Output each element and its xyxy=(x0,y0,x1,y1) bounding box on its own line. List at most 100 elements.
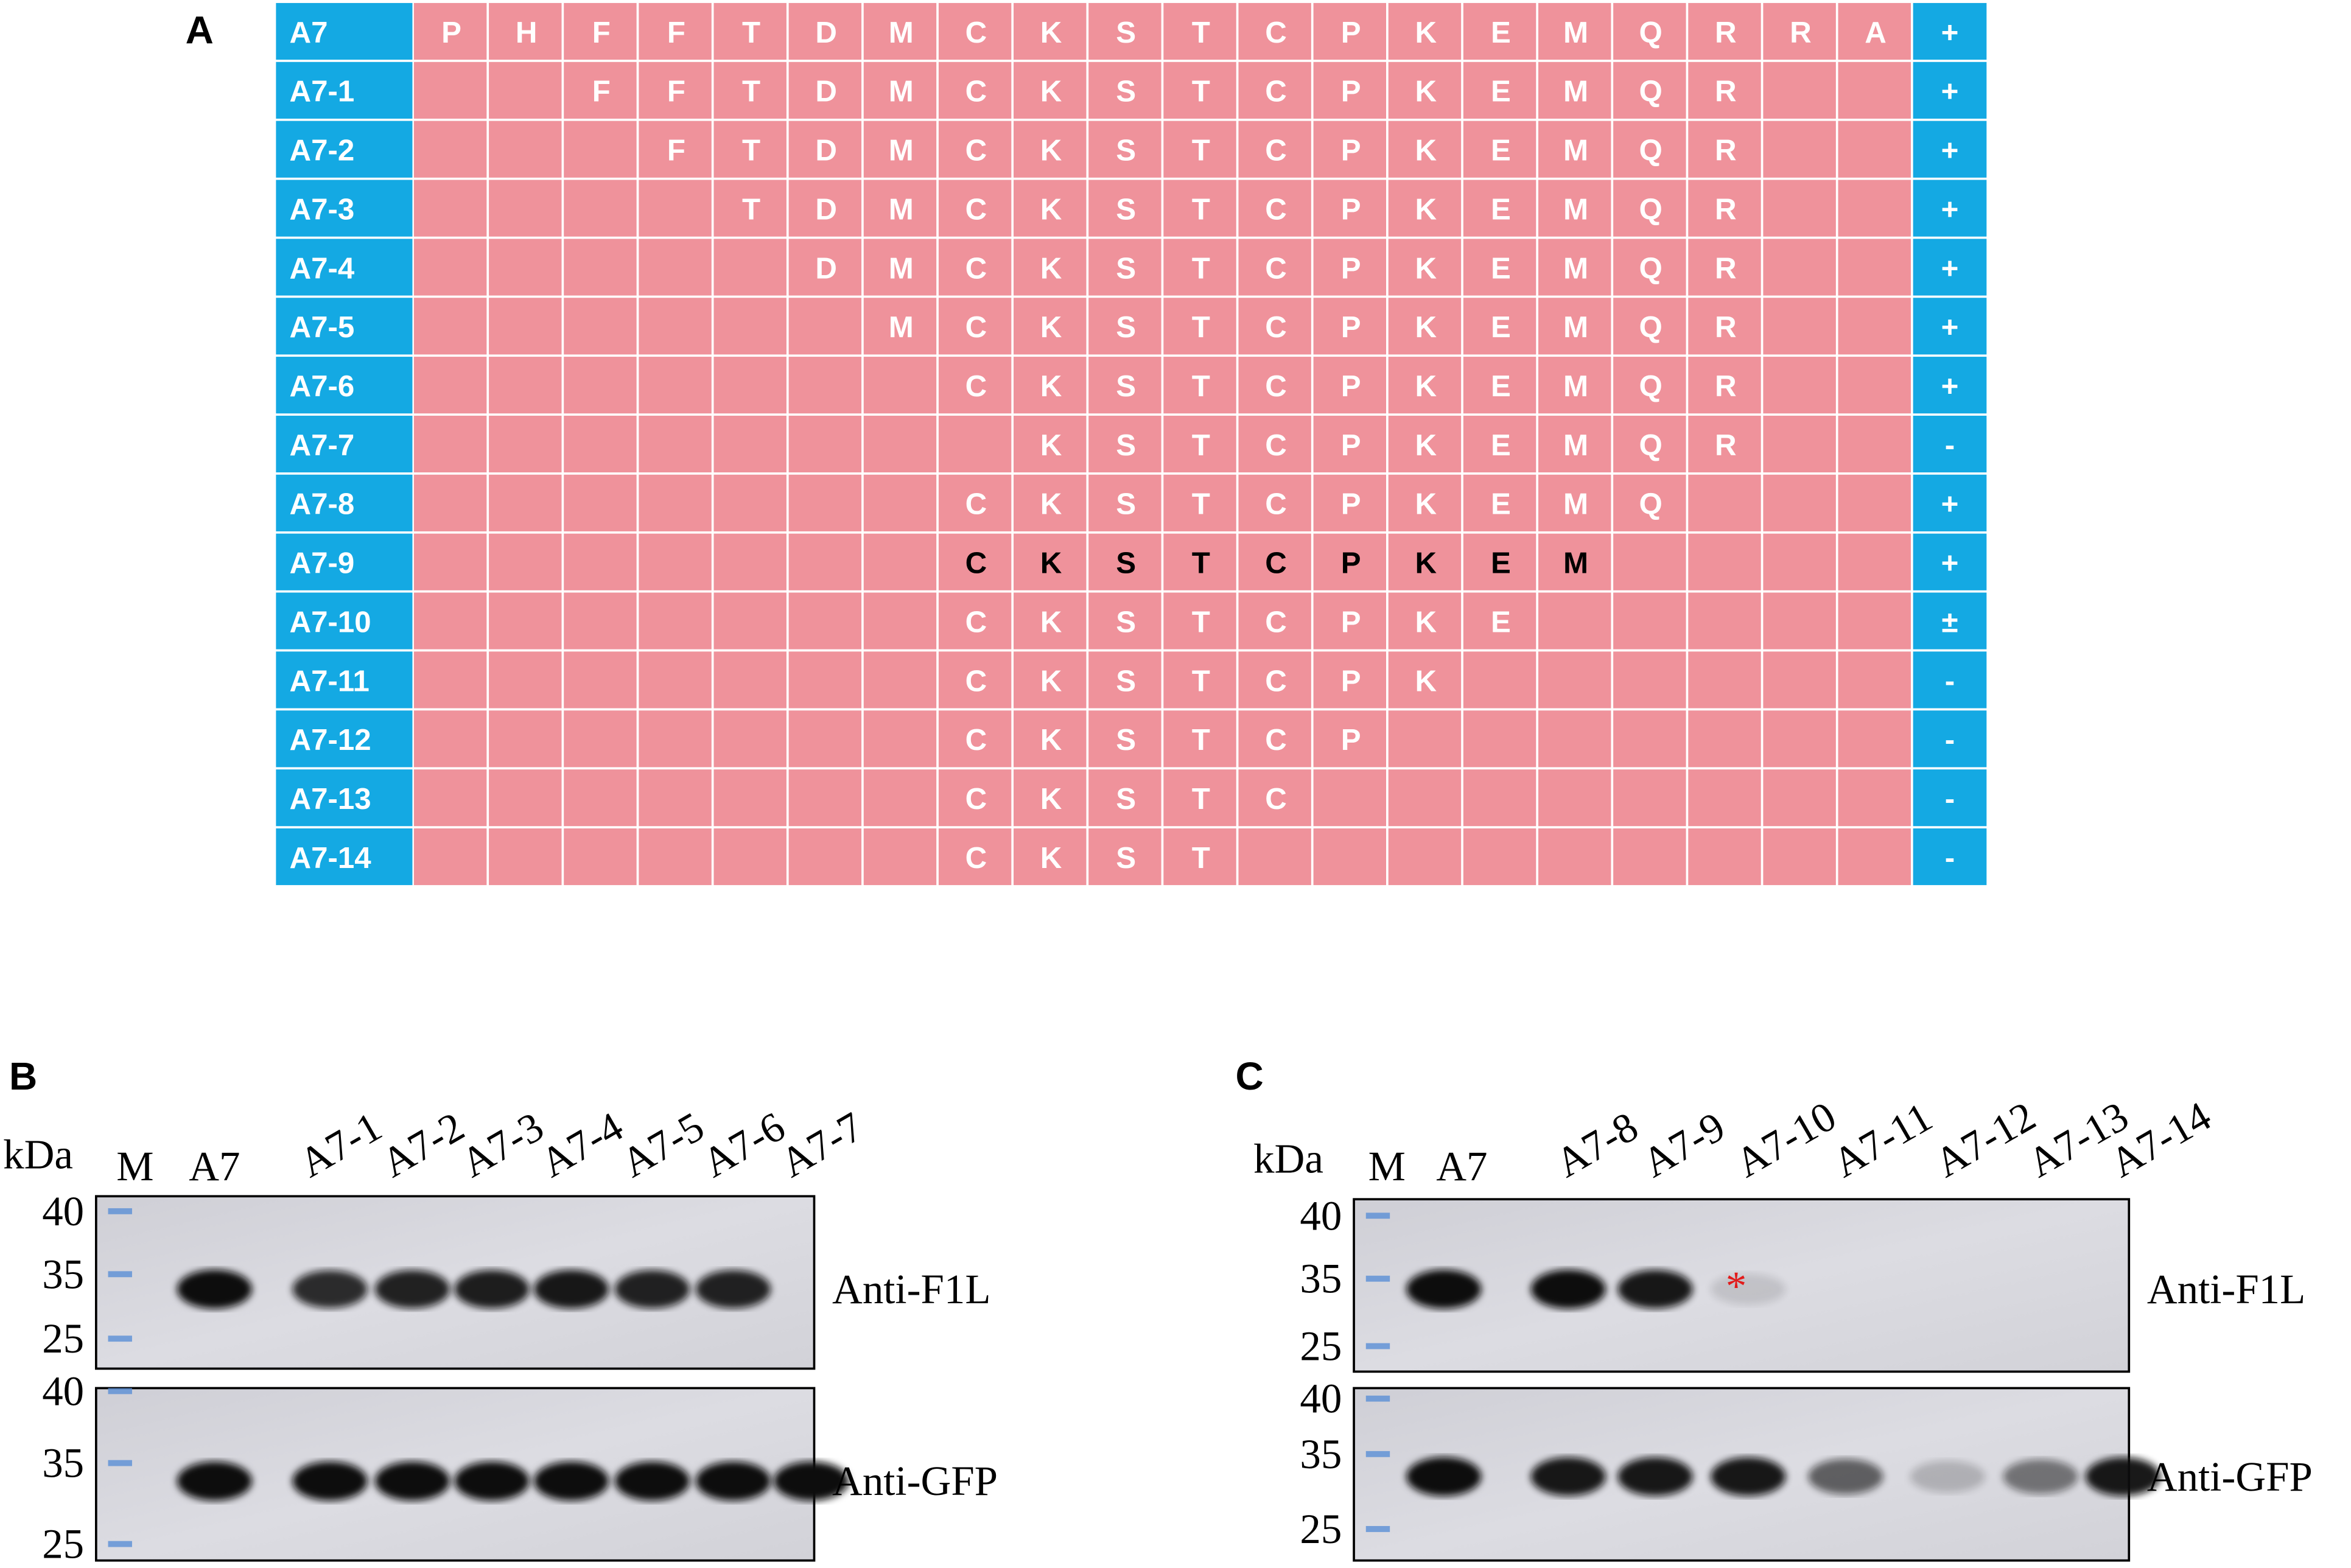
residue-cell xyxy=(564,121,637,178)
row-name: A7-5 xyxy=(290,310,355,344)
residue-cell xyxy=(639,180,712,237)
residue: S xyxy=(1116,841,1136,875)
residue-cell xyxy=(1688,474,1761,531)
residue: C xyxy=(965,192,987,226)
residue-cell xyxy=(489,651,562,709)
residue: C xyxy=(1265,369,1287,403)
residue-cell xyxy=(1613,592,1686,649)
residue-cell xyxy=(1014,2,1087,60)
residue-cell xyxy=(564,710,637,768)
row-name: A7-7 xyxy=(290,429,355,462)
residue-cell xyxy=(413,474,487,531)
residue-cell xyxy=(1763,415,1836,473)
residue: M xyxy=(889,134,914,167)
lane-label: A7-10 xyxy=(1728,1093,1844,1186)
residue: T xyxy=(1192,547,1210,580)
residue-cell xyxy=(1014,769,1087,827)
residue: C xyxy=(965,547,987,580)
residue: K xyxy=(1040,488,1062,521)
residue: S xyxy=(1116,782,1136,816)
residue: E xyxy=(1491,429,1511,462)
residue-cell xyxy=(863,61,937,119)
residue: P xyxy=(1341,134,1361,167)
residue-cell xyxy=(1313,533,1387,590)
residue-cell xyxy=(489,828,562,886)
ladder-band xyxy=(1365,1275,1390,1282)
residue-cell xyxy=(1088,180,1161,237)
residue-cell xyxy=(938,710,1012,768)
residue-cell xyxy=(1388,121,1462,178)
residue-cell xyxy=(1688,415,1761,473)
residue-cell xyxy=(1463,357,1536,414)
residue: R xyxy=(1790,16,1812,49)
residue: S xyxy=(1116,723,1136,757)
name-cell xyxy=(276,239,413,296)
residue-cell xyxy=(713,298,787,355)
residue: T xyxy=(1192,310,1210,344)
residue-cell xyxy=(1688,357,1761,414)
residue-cell xyxy=(788,298,862,355)
marker-label: 40 xyxy=(42,1188,84,1234)
residue: D xyxy=(815,251,837,285)
residue-cell xyxy=(1388,710,1462,768)
residue: K xyxy=(1040,192,1062,226)
residue-cell xyxy=(1163,239,1236,296)
residue-cell xyxy=(1163,180,1236,237)
residue-cell xyxy=(713,769,787,827)
residue-cell xyxy=(1388,533,1462,590)
residue: T xyxy=(1192,723,1210,757)
residue: K xyxy=(1415,488,1437,521)
residue: C xyxy=(1265,16,1287,49)
residue-cell xyxy=(1763,828,1836,886)
residue: C xyxy=(1265,134,1287,167)
residue-cell xyxy=(863,710,937,768)
residue-cell xyxy=(1388,651,1462,709)
residue: F xyxy=(592,16,611,49)
residue: C xyxy=(965,134,987,167)
residue-cell xyxy=(1014,61,1087,119)
residue-cell xyxy=(1613,239,1686,296)
residue-cell xyxy=(713,828,787,886)
residue: Q xyxy=(1639,75,1663,108)
residue-cell xyxy=(938,357,1012,414)
result: + xyxy=(1941,488,1959,521)
residue-cell xyxy=(1313,357,1387,414)
residue-cell xyxy=(938,298,1012,355)
residue: M xyxy=(889,16,914,49)
residue-cell xyxy=(788,769,862,827)
residue: K xyxy=(1040,723,1062,757)
residue: T xyxy=(1192,134,1210,167)
annotation: * xyxy=(1726,1263,1747,1309)
result-cell xyxy=(1913,357,1987,414)
residue-cell xyxy=(1088,61,1161,119)
residue-cell xyxy=(1538,61,1611,119)
residue-cell xyxy=(1238,710,1311,768)
residue-cell xyxy=(564,828,637,886)
residue-cell xyxy=(863,474,937,531)
ladder-band xyxy=(1365,1395,1390,1402)
residue: T xyxy=(1192,782,1210,816)
residue: C xyxy=(965,723,987,757)
residue: K xyxy=(1415,664,1437,698)
residue-cell xyxy=(1088,357,1161,414)
residue: T xyxy=(742,192,760,226)
residue-cell xyxy=(1238,533,1311,590)
residue-cell xyxy=(413,2,487,60)
residue: Q xyxy=(1639,429,1663,462)
residue-cell xyxy=(1538,769,1611,827)
band xyxy=(1711,1273,1786,1305)
residue: S xyxy=(1116,488,1136,521)
unit-label: kDa xyxy=(3,1131,73,1177)
residue-cell xyxy=(639,592,712,649)
residue-cell xyxy=(1763,651,1836,709)
ladder-band xyxy=(1365,1451,1390,1457)
residue: K xyxy=(1415,429,1437,462)
residue-cell xyxy=(1088,828,1161,886)
residue-cell xyxy=(1388,769,1462,827)
residue-cell xyxy=(938,592,1012,649)
residue-cell xyxy=(713,592,787,649)
lane-label: A7 xyxy=(1436,1143,1487,1189)
residue: E xyxy=(1491,310,1511,344)
residue: P xyxy=(1341,605,1361,639)
